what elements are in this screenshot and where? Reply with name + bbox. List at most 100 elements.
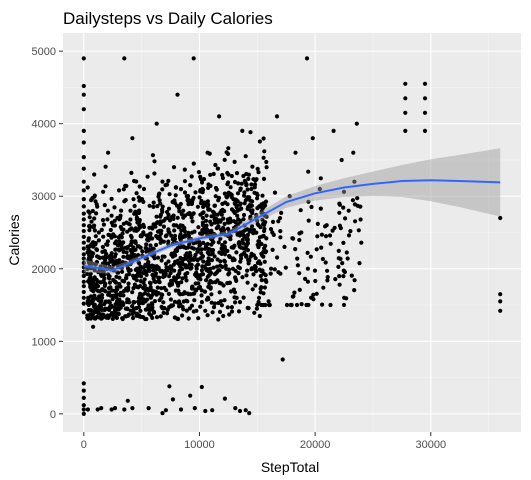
data-point — [150, 153, 155, 158]
data-point — [137, 208, 142, 213]
data-point — [124, 183, 129, 189]
data-point — [341, 268, 346, 273]
data-point — [194, 264, 199, 269]
data-point — [91, 251, 96, 256]
data-point — [88, 256, 93, 261]
data-point — [228, 185, 233, 190]
data-point — [155, 255, 161, 260]
data-point — [100, 249, 105, 254]
data-point — [242, 178, 247, 183]
data-point — [239, 206, 244, 211]
data-point — [89, 242, 94, 247]
data-point — [255, 196, 260, 201]
data-point — [249, 186, 254, 192]
data-point — [177, 209, 182, 214]
data-point — [188, 256, 193, 261]
data-point — [211, 305, 217, 310]
data-point — [180, 313, 185, 318]
data-point — [351, 150, 356, 155]
data-point — [321, 285, 326, 290]
data-point — [85, 316, 91, 321]
data-point — [110, 288, 115, 293]
data-point — [257, 313, 262, 319]
data-point — [422, 81, 428, 86]
data-point — [221, 313, 226, 319]
data-point — [248, 130, 253, 135]
data-point — [245, 268, 250, 273]
data-point — [346, 233, 352, 238]
data-point — [308, 254, 313, 259]
data-point — [191, 195, 196, 200]
data-point — [256, 239, 261, 244]
data-point — [198, 304, 203, 309]
data-point — [92, 228, 97, 233]
data-point — [155, 285, 160, 290]
data-point — [309, 204, 314, 210]
data-point — [210, 248, 216, 253]
data-point — [178, 223, 183, 228]
data-point — [93, 316, 98, 321]
data-point — [240, 237, 245, 243]
data-point — [122, 56, 127, 61]
data-point — [153, 279, 158, 285]
data-point — [263, 243, 268, 248]
data-point — [228, 289, 234, 294]
data-point — [137, 261, 142, 266]
data-point — [112, 205, 117, 210]
data-point — [249, 224, 255, 229]
data-point — [261, 233, 266, 238]
data-point — [206, 273, 212, 278]
data-point — [215, 166, 220, 171]
data-point — [81, 211, 86, 216]
data-point — [306, 199, 311, 204]
data-point — [143, 245, 148, 250]
data-point — [99, 406, 104, 411]
data-point — [258, 273, 263, 279]
data-point — [323, 224, 328, 229]
data-point — [136, 244, 141, 249]
data-point — [155, 265, 161, 270]
data-point — [276, 219, 281, 224]
data-point — [267, 302, 272, 308]
data-point — [325, 268, 330, 273]
data-point — [81, 310, 86, 315]
data-point — [229, 309, 235, 314]
data-point — [336, 256, 341, 261]
data-point — [158, 212, 163, 217]
data-point — [357, 261, 362, 266]
data-point — [254, 212, 259, 218]
data-point — [166, 291, 171, 296]
data-point — [238, 187, 243, 193]
data-point — [498, 292, 503, 297]
data-point — [243, 408, 248, 413]
data-point — [110, 316, 115, 321]
data-point — [105, 239, 110, 244]
data-point — [255, 302, 260, 308]
data-point — [295, 256, 300, 261]
data-point — [146, 287, 151, 293]
data-point — [314, 247, 319, 252]
data-point — [337, 274, 342, 279]
data-point — [187, 242, 192, 247]
data-point — [237, 242, 242, 247]
data-point — [108, 259, 113, 264]
data-point — [198, 231, 203, 236]
data-point — [105, 217, 110, 222]
data-point — [112, 241, 118, 246]
data-point — [130, 290, 135, 295]
data-point — [188, 292, 193, 297]
data-point — [245, 241, 250, 246]
data-point — [98, 312, 103, 317]
data-point — [264, 159, 269, 165]
data-point — [96, 230, 101, 235]
data-point — [227, 280, 232, 285]
data-point — [212, 254, 217, 259]
data-point — [182, 179, 187, 184]
data-point — [178, 302, 183, 307]
data-point — [116, 261, 121, 267]
data-point — [172, 228, 177, 233]
data-point — [162, 254, 167, 259]
data-point — [259, 278, 264, 283]
data-point — [348, 229, 353, 234]
data-point — [81, 234, 86, 239]
